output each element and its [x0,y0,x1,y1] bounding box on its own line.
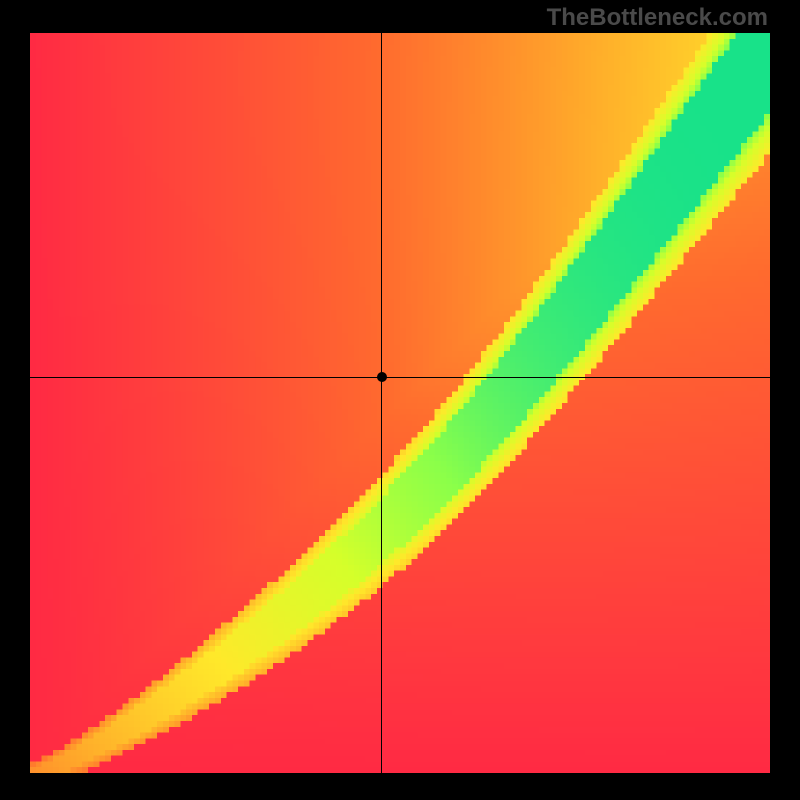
chart-container: TheBottleneck.com [0,0,800,800]
watermark-text: TheBottleneck.com [547,4,768,32]
heatmap-canvas [30,33,770,773]
crosshair-horizontal [30,377,770,378]
marker-point [377,372,387,382]
crosshair-vertical [381,33,382,773]
